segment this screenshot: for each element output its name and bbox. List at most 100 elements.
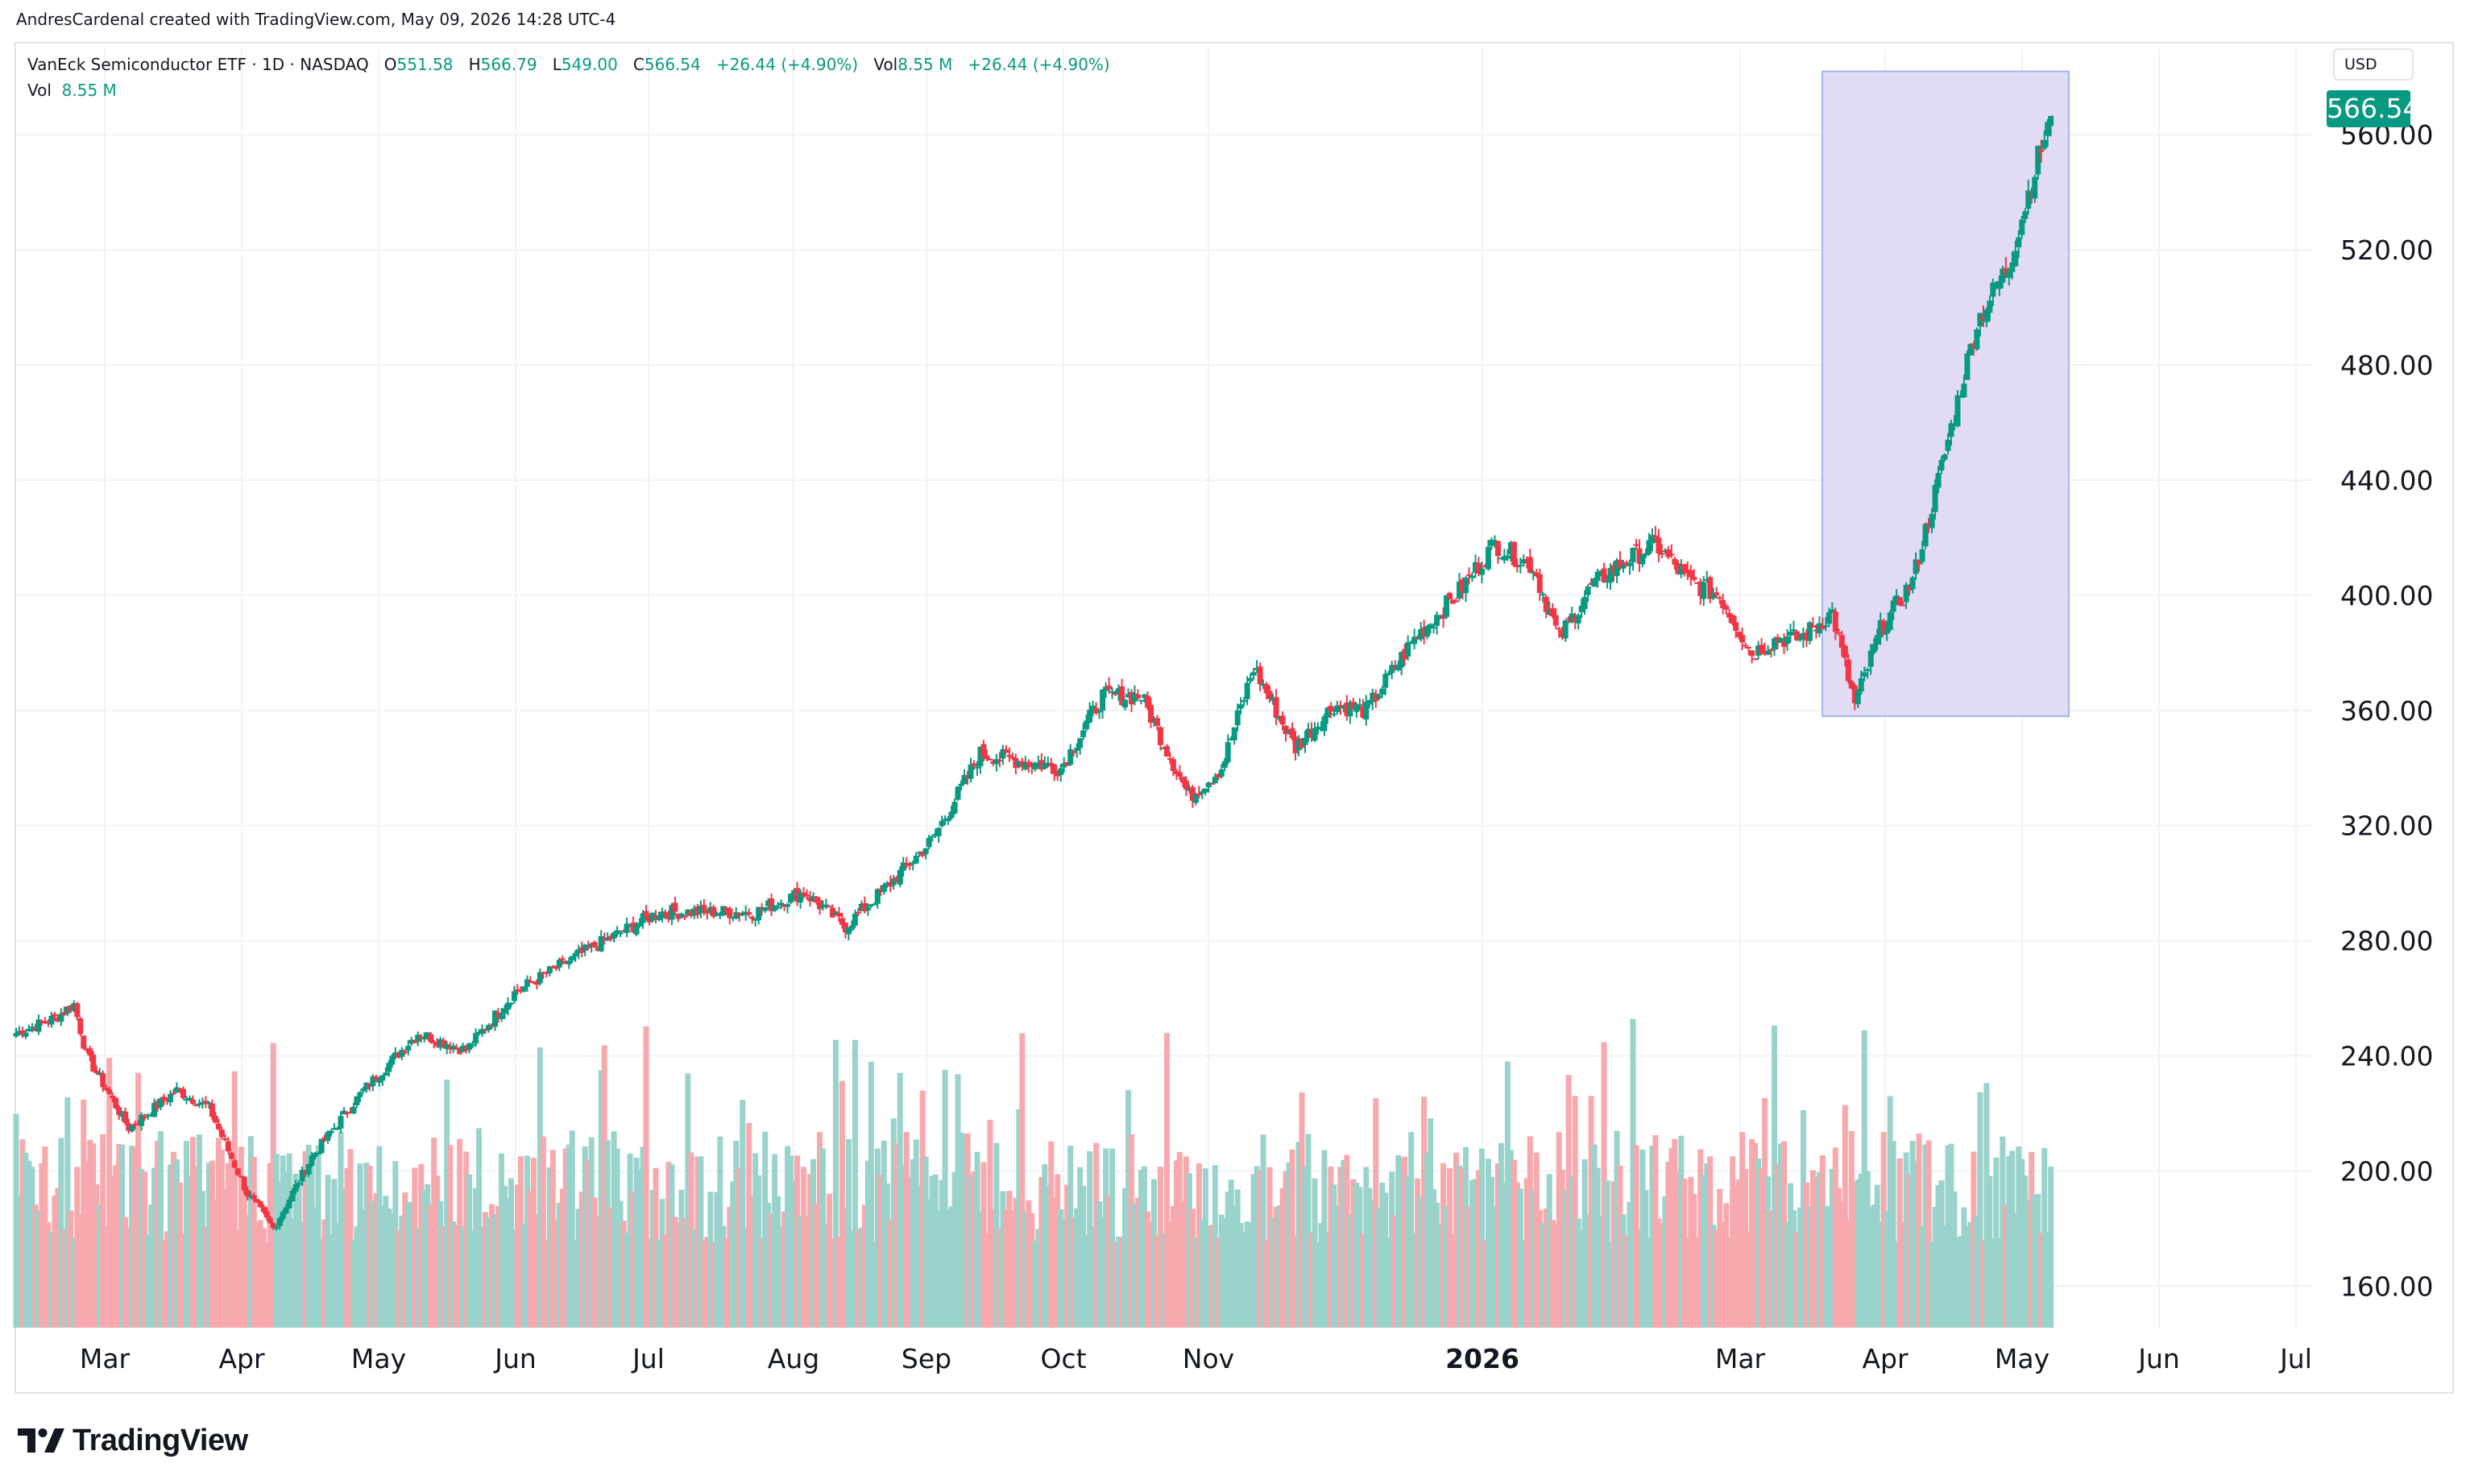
volume-bar	[1141, 1166, 1147, 1328]
candle-body	[155, 1101, 161, 1109]
candle-body	[624, 923, 630, 934]
candle-body	[1591, 578, 1598, 587]
volume-bar	[196, 1134, 202, 1328]
candle	[1880, 618, 1887, 636]
candle	[1003, 744, 1009, 754]
volume-bar	[392, 1161, 399, 1328]
candle	[1283, 724, 1289, 742]
candle-body	[1491, 540, 1498, 542]
volume-bar	[1096, 1201, 1103, 1328]
candle-body	[1337, 705, 1344, 707]
candle	[1016, 761, 1022, 769]
volume-bar	[1428, 1118, 1434, 1328]
symbol-title[interactable]: VanEck Semiconductor ETF · 1D · NASDAQ	[27, 55, 369, 74]
currency-selector[interactable]: USD	[2333, 48, 2414, 81]
y-tick-label: 200.00	[2340, 1155, 2433, 1187]
candle-body	[662, 912, 669, 915]
candle	[1103, 682, 1109, 698]
candle	[1610, 561, 1617, 582]
volume-bar	[129, 1146, 135, 1328]
highlight-box[interactable]	[1822, 70, 2070, 717]
volume-bar	[855, 1229, 861, 1328]
candle-body	[1176, 772, 1183, 777]
volume-bar	[1234, 1189, 1241, 1328]
candle-body	[659, 911, 665, 918]
volume-bar	[1572, 1096, 1578, 1328]
candle	[971, 760, 977, 770]
candle	[1797, 633, 1803, 642]
volume-bar	[309, 1156, 315, 1328]
candle-body	[145, 1114, 151, 1117]
candle-body	[524, 979, 530, 988]
volume-bar	[839, 1080, 845, 1328]
candle-body	[1880, 620, 1887, 636]
volume-bar	[810, 1159, 817, 1328]
candle-body	[1730, 615, 1736, 624]
candle-body	[1071, 750, 1077, 753]
candle-body	[575, 949, 582, 954]
candle	[84, 1047, 90, 1054]
volume-bar	[1909, 1141, 1916, 1328]
candle	[1353, 702, 1360, 718]
candle	[247, 1191, 254, 1200]
candle	[2012, 240, 2019, 267]
candle-body	[1202, 788, 1208, 793]
candle-body	[591, 942, 598, 947]
x-tick-label: Apr	[218, 1343, 265, 1374]
candle	[1373, 689, 1379, 708]
candle-body	[1247, 678, 1254, 682]
candle-body	[1482, 566, 1488, 568]
volume-bar	[1514, 1182, 1520, 1328]
candle	[1929, 508, 1935, 533]
candle-body	[1228, 738, 1234, 741]
volume-bar	[495, 1205, 501, 1328]
volume-bar	[817, 1132, 823, 1328]
candle-body	[205, 1102, 212, 1105]
y-tick-label: 480.00	[2340, 350, 2433, 381]
candle-body	[495, 1012, 501, 1018]
candle	[1996, 276, 2003, 296]
candle-body	[476, 1031, 483, 1034]
candle-body	[1562, 620, 1569, 639]
candle	[1775, 633, 1781, 649]
candle-body	[1183, 780, 1189, 790]
candle	[1363, 694, 1370, 726]
candle-body	[2000, 268, 2006, 283]
candle-body	[305, 1163, 312, 1175]
volume-bar	[1289, 1149, 1295, 1328]
candle	[723, 906, 730, 915]
volume-bar	[1552, 1224, 1559, 1328]
candle-body	[376, 1079, 383, 1083]
candle-body	[263, 1211, 270, 1218]
tradingview-logo[interactable]: TradingView	[18, 1424, 248, 1457]
volume-bar	[1215, 1238, 1221, 1328]
volume-bar	[347, 1149, 354, 1328]
candle-body	[1848, 681, 1855, 689]
candle	[607, 934, 614, 942]
candle	[405, 1040, 412, 1055]
candle	[1289, 722, 1295, 740]
candle	[2032, 174, 2038, 203]
volume-bar	[180, 1233, 186, 1328]
candle-body	[1186, 789, 1192, 791]
candle	[627, 923, 633, 927]
candle	[1607, 563, 1614, 591]
candle-body	[504, 1002, 511, 1010]
volume-bar	[665, 1162, 672, 1328]
candle	[656, 911, 662, 922]
volume-bar	[1974, 1216, 1980, 1328]
candle	[434, 1038, 441, 1048]
candle	[694, 904, 701, 919]
candle-body	[1279, 715, 1286, 725]
candle	[1270, 693, 1276, 705]
candle	[267, 1215, 273, 1224]
volume-bar	[1254, 1166, 1260, 1328]
candle	[341, 1107, 347, 1115]
volume-bar	[997, 1229, 1003, 1328]
volume-bar	[35, 1210, 42, 1328]
volume-bar	[1523, 1178, 1530, 1328]
candle	[193, 1103, 199, 1107]
volume-bar	[1623, 1234, 1630, 1328]
candle	[1357, 698, 1363, 711]
